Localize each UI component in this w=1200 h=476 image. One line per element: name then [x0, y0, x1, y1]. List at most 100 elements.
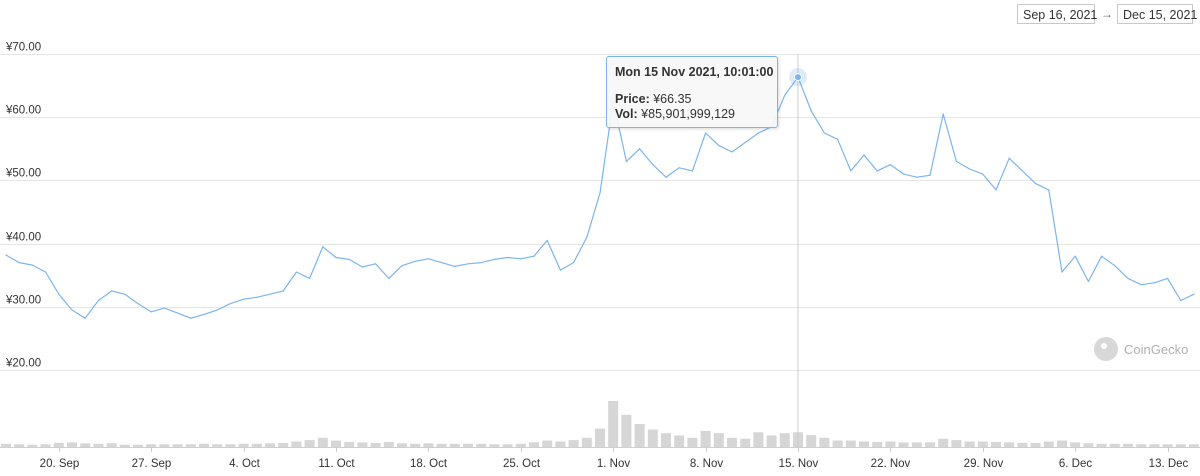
- y-tick-label: ¥30.00: [5, 295, 41, 307]
- data-point: [282, 290, 284, 292]
- x-tick-label: 15. Nov: [779, 458, 819, 470]
- volume-bar: [265, 443, 275, 447]
- tooltip-vol-label: Vol:: [615, 107, 638, 121]
- volume-bars: [1, 401, 1199, 447]
- volume-bar: [964, 441, 975, 447]
- data-point: [111, 290, 113, 292]
- data-point: [559, 269, 562, 271]
- data-point: [546, 239, 548, 242]
- data-point: [982, 173, 984, 175]
- volume-bar: [859, 441, 869, 447]
- data-point: [124, 293, 126, 295]
- volume-bar: [555, 441, 566, 447]
- watermark: CoinGecko: [1094, 336, 1188, 362]
- data-point: [1127, 277, 1129, 279]
- data-point: [507, 256, 509, 259]
- tooltip-vol-value: ¥85,901,999,129: [641, 107, 736, 121]
- volume-bar: [67, 442, 77, 447]
- data-point: [427, 258, 429, 260]
- volume-bar: [700, 430, 711, 447]
- volume-bar: [133, 444, 143, 447]
- volume-bar: [951, 440, 962, 447]
- y-tick-label: ¥40.00: [5, 232, 41, 244]
- volume-bar: [185, 444, 196, 447]
- data-point: [691, 170, 694, 172]
- x-tick-label: 22. Nov: [871, 458, 911, 470]
- volume-bar: [819, 437, 830, 447]
- volume-bar: [423, 443, 434, 447]
- volume-bar: [199, 443, 209, 447]
- volume-bar: [568, 440, 579, 447]
- volume-bar: [779, 433, 790, 447]
- volume-bar: [238, 443, 249, 447]
- data-point: [1114, 265, 1116, 267]
- x-tick-label: 1. Nov: [597, 458, 630, 470]
- coingecko-gecko-logo-icon: [1094, 337, 1118, 361]
- data-point: [190, 317, 192, 319]
- data-point: [718, 145, 720, 147]
- volume-bar: [1175, 444, 1186, 447]
- data-point: [916, 176, 918, 178]
- x-axis-ticks: 20. Sep 27. Sep 4. Oct 11. Oct 18. Oct 25. Oc…: [40, 447, 1189, 470]
- data-point: [97, 299, 99, 302]
- volume-bar: [370, 442, 381, 447]
- data-point: [1035, 182, 1037, 185]
- data-point: [454, 265, 456, 267]
- price-series[interactable]: [5, 76, 1195, 319]
- volume-bar: [647, 429, 658, 447]
- volume-bar: [674, 435, 685, 447]
- volume-bar: [581, 437, 592, 447]
- data-point: [955, 160, 958, 163]
- data-point: [1048, 189, 1050, 191]
- data-point: [850, 170, 852, 172]
- tooltip-price-value: ¥66.35: [653, 92, 692, 106]
- volume-bar: [317, 437, 328, 447]
- range-to-input[interactable]: Dec 15, 2021: [1117, 4, 1197, 24]
- x-tick-label: 25. Oct: [503, 458, 541, 470]
- data-point: [441, 261, 443, 264]
- data-point: [375, 263, 377, 265]
- volume-bar: [634, 424, 645, 447]
- volume-bar: [410, 443, 421, 447]
- data-point: [401, 265, 403, 267]
- data-point: [480, 261, 482, 264]
- data-point: [58, 293, 60, 295]
- data-point: [520, 258, 522, 260]
- data-point: [361, 266, 363, 268]
- hover-marker: [789, 68, 807, 87]
- volume-bar: [1162, 444, 1173, 447]
- x-tick-label: 8. Nov: [690, 458, 723, 470]
- volume-bar: [146, 444, 157, 447]
- range-from-input[interactable]: Sep 16, 2021: [1017, 4, 1097, 24]
- data-point: [414, 260, 416, 262]
- volume-bar: [159, 444, 170, 447]
- data-point: [1008, 157, 1010, 159]
- data-point: [1140, 284, 1142, 286]
- volume-bar: [977, 441, 988, 447]
- tooltip-date: Mon 15 Nov 2021, 10:01:00: [615, 65, 774, 79]
- data-point: [177, 312, 179, 314]
- y-tick-label: ¥60.00: [5, 105, 41, 117]
- tooltip-price-label: Price:: [615, 92, 650, 106]
- data-point: [823, 132, 826, 134]
- data-point: [243, 298, 245, 300]
- volume-bar: [463, 443, 473, 447]
- volume-bar: [898, 442, 909, 447]
- volume-bar: [1043, 441, 1054, 447]
- volume-bar: [225, 444, 236, 447]
- volume-bar: [1, 443, 11, 447]
- data-point: [1021, 170, 1024, 172]
- volume-bar: [344, 441, 355, 447]
- volume-bar: [1017, 442, 1028, 447]
- volume-bar: [766, 435, 777, 447]
- volume-bar: [119, 444, 130, 447]
- data-point: [625, 160, 628, 163]
- volume-bar: [1057, 440, 1067, 447]
- volume-bar: [278, 442, 289, 447]
- hover-point: [794, 73, 802, 82]
- data-point: [388, 277, 390, 279]
- volume-bar: [727, 437, 737, 447]
- volume-bar: [397, 443, 407, 447]
